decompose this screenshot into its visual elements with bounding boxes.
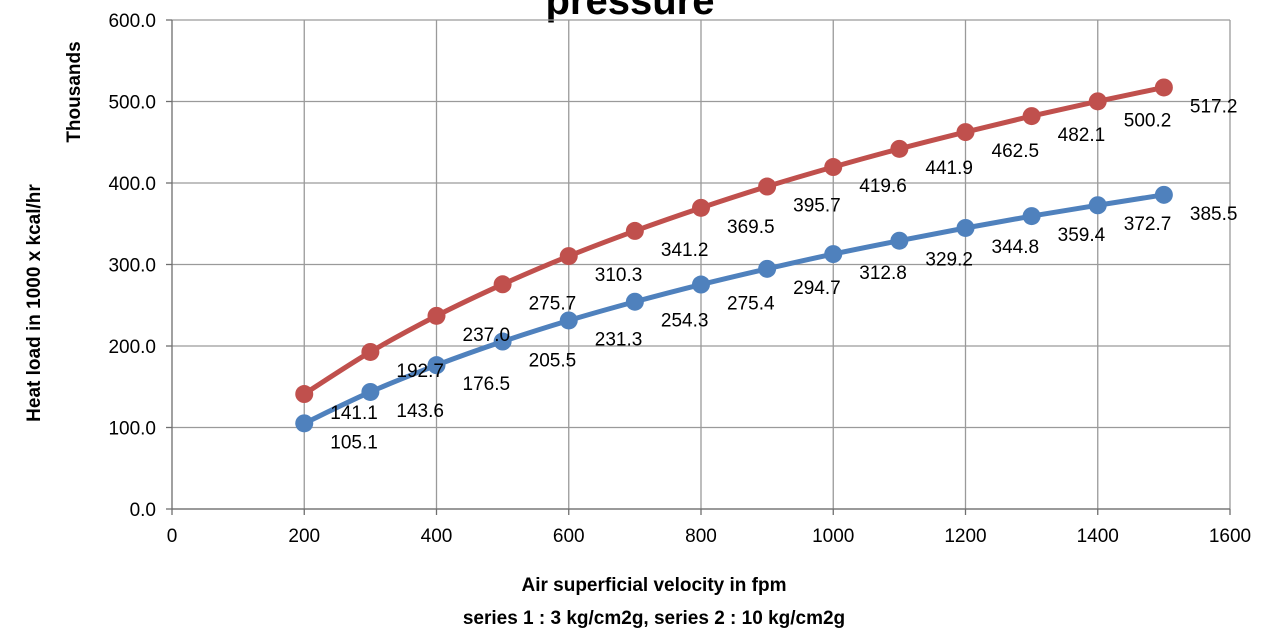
series-1-data-label: 231.3 <box>595 329 643 350</box>
series-1-data-label: 143.6 <box>396 401 444 422</box>
series-2-point <box>559 247 578 266</box>
y-tick-label: 200.0 <box>108 337 156 358</box>
series-1-data-label: 105.1 <box>330 432 378 453</box>
x-tick-label: 1200 <box>944 526 986 547</box>
series-1-point <box>625 292 644 311</box>
series-2-point <box>493 275 512 294</box>
series-2-data-label: 310.3 <box>595 265 643 286</box>
series-2-point <box>625 221 644 240</box>
series-1 <box>295 185 1173 433</box>
series-2 <box>295 78 1173 404</box>
y-axis-label: Heat load in 1000 x kcal/hr <box>24 184 45 422</box>
series-1-data-label: 344.8 <box>992 237 1040 258</box>
series-1-data-label: 372.7 <box>1124 214 1172 235</box>
series-2-data-label: 500.2 <box>1124 110 1172 131</box>
series-2-point <box>295 385 314 404</box>
chart-title: pressure <box>546 0 715 23</box>
series-2-data-label: 395.7 <box>793 196 841 217</box>
series-2-data-label: 141.1 <box>330 403 378 424</box>
y-tick-label: 100.0 <box>108 419 156 440</box>
series-2-point <box>956 123 975 142</box>
series-2-point <box>824 158 843 177</box>
y-tick-label: 400.0 <box>108 174 156 195</box>
series-1-point <box>824 245 843 264</box>
series-2-point <box>1154 78 1173 97</box>
series-2-data-label: 462.5 <box>992 141 1040 162</box>
y-tick-label: 600.0 <box>108 11 156 32</box>
x-axis-sublabel: series 1 : 3 kg/cm2g, series 2 : 10 kg/c… <box>463 608 845 629</box>
series-2-point <box>1022 107 1041 126</box>
series-1-point <box>1088 196 1107 215</box>
x-tick-label: 0 <box>167 526 178 547</box>
x-tick-label: 400 <box>421 526 453 547</box>
series-1-point <box>427 356 446 375</box>
series-1-data-label: 312.8 <box>859 263 907 284</box>
series-2-point <box>361 342 380 361</box>
series-2-data-label: 441.9 <box>925 158 973 179</box>
series-1-point <box>295 414 314 433</box>
x-tick-label: 200 <box>288 526 320 547</box>
series-2-data-label: 341.2 <box>661 240 709 261</box>
series-1-point <box>559 311 578 330</box>
series-1-point <box>1154 185 1173 204</box>
x-tick-label: 600 <box>553 526 585 547</box>
series-2-data-label: 192.7 <box>396 361 444 382</box>
y-tick-label: 300.0 <box>108 256 156 277</box>
series-1-point <box>361 382 380 401</box>
x-tick-label: 800 <box>685 526 717 547</box>
series-1-point <box>493 332 512 351</box>
series-2-data-label: 419.6 <box>859 176 907 197</box>
series-1-data-label: 329.2 <box>925 250 973 271</box>
x-axis-label: Air superficial velocity in fpm <box>521 575 786 596</box>
data-labels: 105.1 143.6 176.5 205.5 231.3 254.3 275.4 294.7… <box>330 96 1237 453</box>
series-2-point <box>692 198 710 217</box>
series-2-point <box>1088 92 1107 111</box>
series-1-data-label: 254.3 <box>661 311 709 332</box>
series-1-data-label: 294.7 <box>793 278 841 299</box>
x-tick-label: 1600 <box>1209 526 1251 547</box>
series-group <box>295 78 1173 433</box>
y-axis-unit-label: Thousands <box>64 41 85 142</box>
series-1-point <box>758 259 777 278</box>
series-1-data-label: 359.4 <box>1058 225 1106 246</box>
series-2-point <box>758 177 777 196</box>
series-2-data-label: 482.1 <box>1058 125 1106 146</box>
series-1-data-label: 205.5 <box>529 351 577 372</box>
y-tick-label: 0.0 <box>130 500 156 521</box>
series-1-data-label: 275.4 <box>727 294 775 315</box>
series-2-data-label: 275.7 <box>529 293 577 314</box>
series-1-data-label: 176.5 <box>463 374 511 395</box>
x-tick-label: 1400 <box>1077 526 1119 547</box>
axes: 0.0 100.0 200.0 300.0 400.0 500.0 600.0 0 200 400… <box>108 11 1251 547</box>
series-2-data-label: 237.0 <box>463 325 511 346</box>
series-1-data-label: 385.5 <box>1190 204 1238 225</box>
series-1-point <box>1022 207 1041 226</box>
series-1-point <box>956 218 975 237</box>
x-tick-label: 1000 <box>812 526 854 547</box>
y-tick-label: 500.0 <box>108 93 156 114</box>
series-2-point <box>427 306 446 325</box>
series-2-data-label: 369.5 <box>727 217 775 238</box>
series-2-point <box>890 139 909 158</box>
series-1-point <box>890 231 909 250</box>
series-2-data-label: 517.2 <box>1190 96 1238 117</box>
series-1-point <box>692 275 710 294</box>
